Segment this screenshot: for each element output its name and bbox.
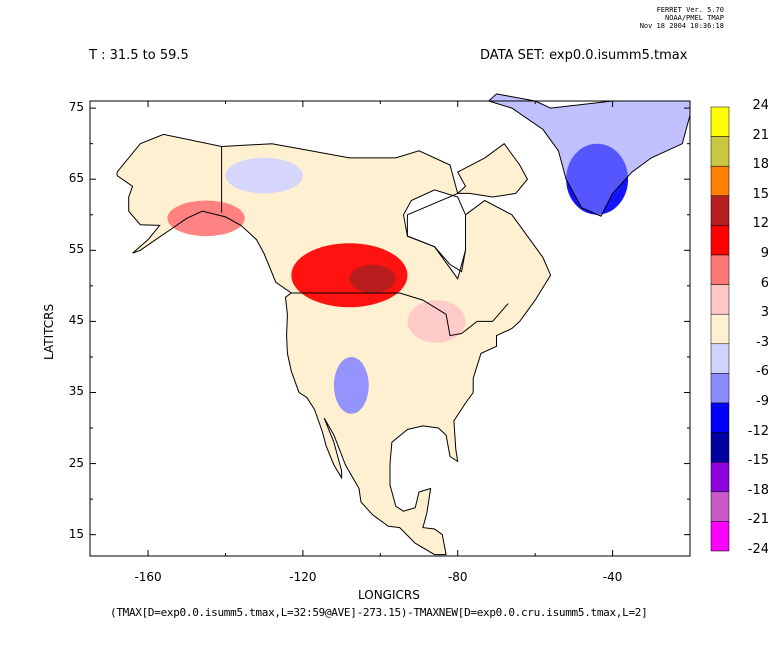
y-tick-label: 15 xyxy=(68,526,84,541)
anomaly-great-lakes xyxy=(407,300,466,343)
anomaly-yukon xyxy=(225,157,303,194)
colorbar-tick-label: 18 xyxy=(752,157,768,173)
colorbar-tick-label: -21 xyxy=(747,512,768,528)
coastline-baffin-island xyxy=(456,143,528,198)
coastlines xyxy=(116,93,691,556)
colorbar-tick-label: -18 xyxy=(747,482,768,498)
colorbar-swatch xyxy=(710,402,730,433)
colorbar-swatch xyxy=(710,491,730,522)
colorbar-tick-label: 6 xyxy=(760,275,768,291)
colorbar-swatch xyxy=(710,136,730,167)
colorbar-swatch xyxy=(710,461,730,493)
baffin-fill xyxy=(457,143,528,197)
y-tick-label: 45 xyxy=(68,313,84,328)
colorbar-swatch xyxy=(710,313,730,345)
border-us-canada xyxy=(291,292,509,337)
colorbar xyxy=(710,106,730,552)
colorbar-tick-label: 15 xyxy=(752,186,768,202)
colorbar-tick-label: -24 xyxy=(747,542,768,557)
colorbar-swatch xyxy=(710,106,730,137)
colorbar-swatch xyxy=(710,343,730,374)
x-tick-label: -40 xyxy=(602,570,623,584)
ferret-version: FERRET Ver. 5.70 xyxy=(656,6,724,14)
greenland-fill xyxy=(488,93,690,217)
ferret-date: Nov 18 2004 10:36:18 xyxy=(639,22,724,30)
colorbar-tick-label: 21 xyxy=(752,127,768,143)
anomaly-southern-manitoba xyxy=(349,264,396,293)
land-fill xyxy=(117,134,551,555)
colorbar-swatch xyxy=(710,165,730,197)
anomaly-alaska-gulf xyxy=(167,200,245,237)
time-range-label: T : 31.5 to 59.5 xyxy=(89,48,189,63)
colorbar-swatch xyxy=(710,195,730,226)
colorbar-swatch xyxy=(710,225,730,256)
y-tick-label: 25 xyxy=(68,455,84,470)
colorbar-tick-label: -3 xyxy=(756,334,768,350)
y-tick-label: 35 xyxy=(68,384,84,399)
colorbar-swatch xyxy=(710,432,730,463)
map-background xyxy=(117,93,690,555)
colorbar-tick-label: 9 xyxy=(760,246,768,261)
y-tick-label: 75 xyxy=(68,100,84,115)
y-tick-label: 55 xyxy=(68,242,84,257)
x-tick-label: -160 xyxy=(134,570,162,584)
y-tick-label: 65 xyxy=(68,171,84,186)
ferret-org: NOAA/PMEL TMAP xyxy=(664,14,724,22)
colorbar-tick-label: 3 xyxy=(760,305,768,321)
x-tick-label: -80 xyxy=(447,570,468,584)
plot-frame xyxy=(89,100,691,557)
dataset-label: DATA SET: exp0.0.isumm5.tmax xyxy=(480,48,688,63)
footer-expression: (TMAX[D=exp0.0.isumm5.tmax,L=32:59@AVE]-… xyxy=(110,606,648,619)
x-tick-label: -120 xyxy=(289,570,317,584)
anomaly-colorado-plateau xyxy=(333,357,369,414)
colorbar-swatch xyxy=(710,521,730,552)
colorbar-tick-label: 24 xyxy=(752,98,768,113)
x-axis-label: LONGICRS xyxy=(358,588,420,602)
colorbar-tick-label: 12 xyxy=(752,216,768,232)
colorbar-tick-label: -9 xyxy=(756,394,768,409)
coastline-hudson-bay xyxy=(402,189,466,273)
y-axis-label: LATITCRS xyxy=(42,303,56,360)
plot-border xyxy=(89,100,691,557)
colorbar-tick-label: -6 xyxy=(756,364,768,380)
colorbar-swatch xyxy=(710,373,730,404)
colorbar-swatch xyxy=(710,284,730,315)
colorbar-tick-label: -15 xyxy=(747,453,768,469)
ferret-stamp: FERRET Ver. 5.70 NOAA/PMEL TMAP Nov 18 2… xyxy=(640,6,724,30)
colorbar-swatch xyxy=(710,254,730,285)
colorbar-tick-label: -12 xyxy=(747,423,768,439)
